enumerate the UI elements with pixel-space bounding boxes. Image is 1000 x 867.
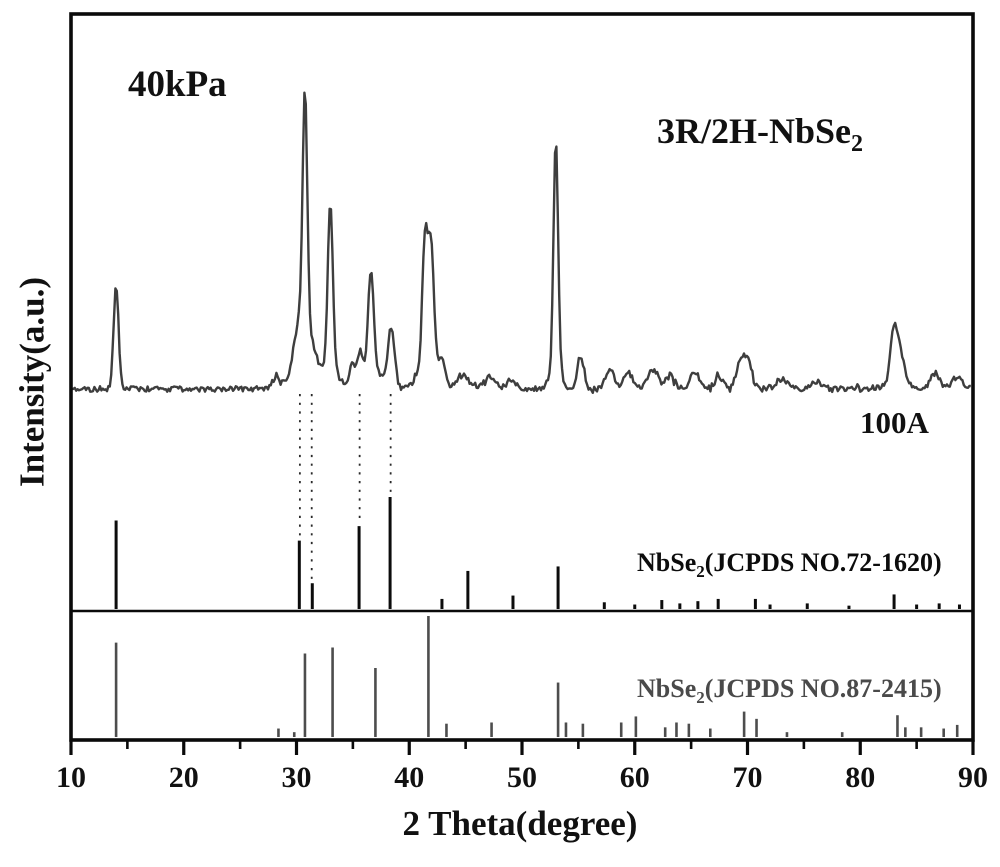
x-tick-label: 70	[732, 761, 763, 794]
x-tick-label: 50	[507, 761, 537, 794]
measured-xrd-trace	[72, 91, 971, 394]
reference-2-formula: NbSe	[637, 674, 697, 703]
reference-1-jcpds: (JCPDS NO.72-1620)	[704, 548, 942, 577]
sample-phase-label: 3R/2H-NbSe2	[657, 113, 863, 156]
reference-2-label: NbSe2(JCPDS NO.87-2415)	[637, 674, 942, 707]
reference-1-subscript: 2	[696, 562, 705, 581]
x-axis-ticks	[69, 740, 975, 755]
x-tick-label: 90	[958, 761, 988, 794]
x-tick-label: 30	[281, 761, 312, 794]
reference-sticks-jcpds-87-2415	[114, 616, 959, 737]
reference-2-jcpds: (JCPDS NO.87-2415)	[704, 674, 942, 703]
reference-1-formula: NbSe	[637, 548, 697, 577]
x-axis-label: 2 Theta(degree)	[402, 804, 638, 843]
y-axis-label: Intensity(a.u.)	[12, 276, 52, 488]
dotted-guide-lines	[298, 394, 392, 581]
reference-1-label: NbSe2(JCPDS NO.72-1620)	[637, 548, 942, 581]
x-tick-label: 60	[619, 761, 650, 794]
x-tick-label: 40	[394, 761, 425, 794]
sample-phase-text: 3R/2H-NbSe	[657, 111, 852, 151]
pressure-label: 40kPa	[128, 64, 227, 105]
reference-2-subscript: 2	[696, 688, 705, 707]
sample-phase-subscript: 2	[851, 131, 864, 157]
x-tick-label: 20	[168, 761, 199, 794]
x-tick-label: 10	[56, 761, 86, 794]
reference-sticks-jcpds-72-1620	[114, 497, 961, 609]
x-tick-label: 80	[845, 761, 876, 794]
current-label: 100A	[860, 405, 929, 440]
